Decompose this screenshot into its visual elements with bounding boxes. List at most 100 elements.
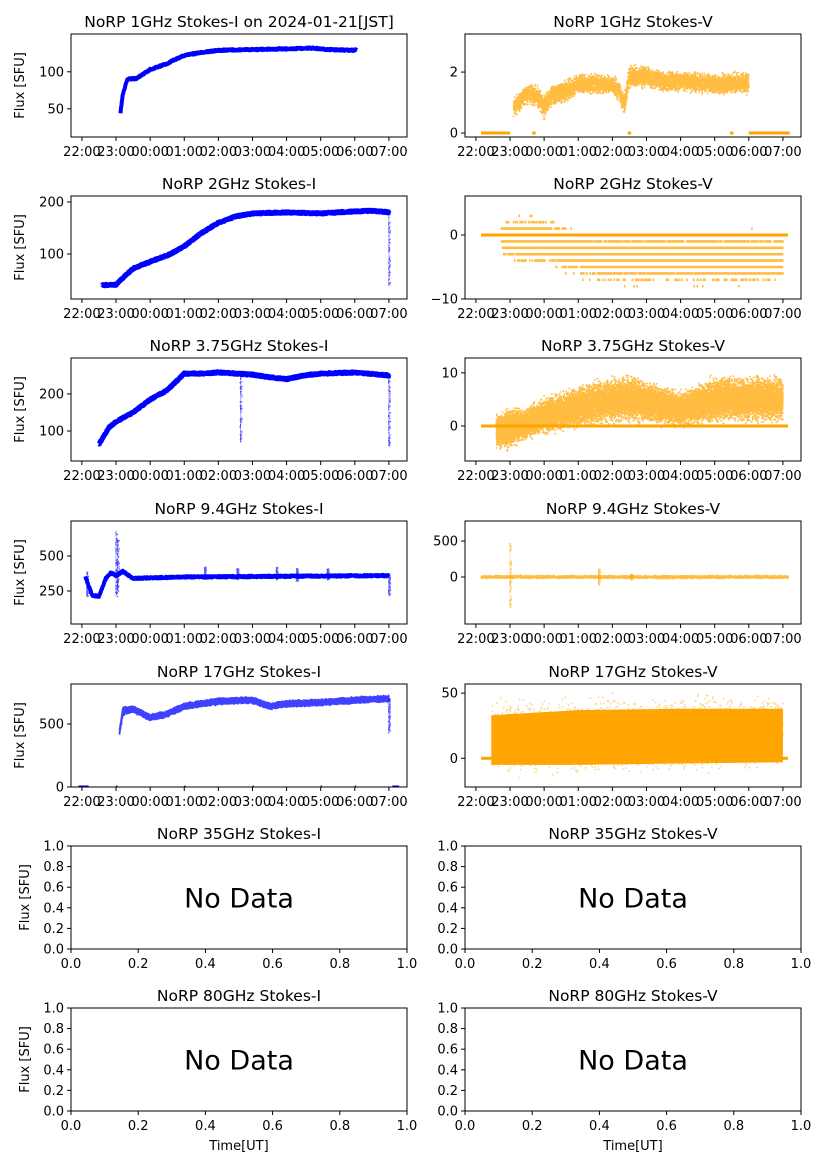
- x-tick-label: 06:00: [730, 145, 767, 160]
- x-tick-label: 07:00: [764, 795, 801, 810]
- panel-title: NoRP 35GHz Stokes-V: [548, 825, 718, 843]
- x-tick-label: 04:00: [268, 145, 305, 160]
- x-tick-label: 22:00: [63, 632, 100, 647]
- x-tick-label: 1.0: [397, 1119, 418, 1134]
- x-tick-label: 06:00: [730, 795, 767, 810]
- data-line: [96, 369, 392, 447]
- y-tick-label: 0.0: [43, 943, 64, 958]
- y-tick-label: 1.0: [437, 1002, 458, 1017]
- data-spike-points: [387, 377, 392, 447]
- x-tick-label: 01:00: [560, 307, 597, 322]
- y-tick-label: 1.0: [43, 1002, 64, 1017]
- x-tick-label: 02:00: [200, 469, 237, 484]
- series-stokes-v: [495, 373, 784, 452]
- x-tick-label: 01:00: [560, 469, 597, 484]
- x-tick-label: 02:00: [594, 632, 631, 647]
- x-tick-label: 06:00: [336, 145, 373, 160]
- panel-norp-3-75ghz-stokes-i: NoRP 3.75GHz Stokes-I 100 200 22:0023:0000:…: [13, 337, 408, 484]
- x-tick-label: 0.4: [589, 1119, 610, 1134]
- panel-title: NoRP 3.75GHz Stokes-V: [541, 337, 725, 355]
- x-tick-label: 07:00: [370, 632, 407, 647]
- x-tick-label: 22:00: [457, 632, 494, 647]
- x-tick-label: 02:00: [200, 307, 237, 322]
- data-spike-points: [239, 374, 243, 443]
- x-tick-label: 06:00: [730, 469, 767, 484]
- y-tick-label: 0.4: [437, 901, 458, 916]
- x-tick-label: 0.4: [589, 957, 610, 972]
- data-points: [512, 64, 750, 120]
- panel-title: NoRP 9.4GHz Stokes-I: [154, 500, 323, 518]
- series-stokes-v: [512, 64, 750, 120]
- x-tick-label: 02:00: [200, 632, 237, 647]
- x-tick-label: 22:00: [457, 145, 494, 160]
- plot-area: [481, 214, 789, 288]
- x-tick-label: 01:00: [166, 145, 203, 160]
- plot-area: [100, 207, 392, 289]
- x-tick-label: 03:00: [628, 145, 665, 160]
- x-tick-label: 03:00: [628, 632, 665, 647]
- y-tick-label: 0.8: [43, 860, 64, 875]
- x-tick-label: 22:00: [63, 307, 100, 322]
- x-tick-label: 23:00: [491, 307, 528, 322]
- series-stokes-i: [100, 207, 392, 289]
- y-tick-label: 0: [450, 752, 458, 767]
- data-points: [118, 694, 390, 735]
- data-spike-points: [387, 698, 392, 734]
- x-tick-label: 00:00: [131, 632, 168, 647]
- x-tick-label: 0.6: [262, 1119, 283, 1134]
- data-points: [491, 692, 784, 779]
- x-tick-label: 0.8: [723, 1119, 744, 1134]
- series-stokes-i: [118, 694, 392, 735]
- y-tick-label: 1.0: [43, 840, 64, 855]
- y-tick-label: 0.2: [43, 1084, 64, 1099]
- panel-norp-2ghz-stokes-v: NoRP 2GHz Stokes-V −10 0 22:0023:0000:0001:…: [431, 175, 802, 322]
- y-tick-label: 0.8: [43, 1022, 64, 1037]
- axes-frame: [464, 33, 802, 138]
- data-points: [480, 574, 789, 580]
- x-tick-label: 05:00: [302, 469, 339, 484]
- x-tick-label: 01:00: [560, 795, 597, 810]
- panel-norp-80ghz-stokes-v: No Data NoRP 80GHz Stokes-V 0.0 0.2 0.4 0.6 0.…: [437, 987, 811, 1154]
- x-tick-label: 01:00: [560, 145, 597, 160]
- series-stokes-i: [96, 369, 392, 447]
- data-spike-points: [388, 573, 392, 596]
- x-tick-label: 0.0: [61, 957, 82, 972]
- panel-title: NoRP 3.75GHz Stokes-I: [150, 337, 329, 355]
- x-tick-label: 0.0: [455, 1119, 476, 1134]
- y-axis-label: Flux [SFU]: [13, 52, 28, 119]
- x-tick-label: 0.6: [656, 957, 677, 972]
- panel-title: NoRP 80GHz Stokes-V: [548, 987, 718, 1005]
- x-tick-label: 22:00: [63, 469, 100, 484]
- x-tick-label: 05:00: [696, 469, 733, 484]
- y-tick-label: 0.6: [43, 1043, 64, 1058]
- x-tick-label: 07:00: [370, 469, 407, 484]
- x-tick-label: 0.4: [195, 957, 216, 972]
- y-tick-label: 1.0: [437, 840, 458, 855]
- y-tick-label: 50: [47, 102, 64, 117]
- panel-norp-35ghz-stokes-v: No Data NoRP 35GHz Stokes-V 0.0 0.2 0.4 0.6 0.…: [437, 825, 811, 972]
- x-tick-label: 07:00: [764, 307, 801, 322]
- panel-norp-35ghz-stokes-i: No Data NoRP 35GHz Stokes-I 0.0 0.2 0.4 0.6 0.…: [18, 825, 417, 972]
- y-tick-label: 0.6: [43, 881, 64, 896]
- x-tick-label: 05:00: [696, 307, 733, 322]
- axes-frame: [464, 1007, 802, 1112]
- x-tick-label: 0.2: [128, 957, 149, 972]
- x-tick-label: 00:00: [525, 632, 562, 647]
- axes-frame: [70, 520, 408, 625]
- y-tick-label: 0: [450, 127, 458, 142]
- x-tick-label: 04:00: [662, 145, 699, 160]
- axes-frame: [70, 195, 408, 300]
- x-tick-label: 02:00: [594, 307, 631, 322]
- x-tick-label: 07:00: [764, 632, 801, 647]
- x-tick-label: 04:00: [662, 469, 699, 484]
- y-tick-label: 100: [39, 248, 64, 263]
- y-tick-label: 500: [39, 549, 64, 564]
- y-axis-label: Flux [SFU]: [13, 376, 28, 443]
- x-tick-label: 06:00: [730, 632, 767, 647]
- x-tick-label: 05:00: [302, 307, 339, 322]
- y-tick-label: 100: [39, 65, 64, 80]
- x-tick-label: 07:00: [764, 469, 801, 484]
- data-points: [495, 373, 784, 452]
- y-tick-label: 0.8: [437, 860, 458, 875]
- x-tick-label: 06:00: [336, 469, 373, 484]
